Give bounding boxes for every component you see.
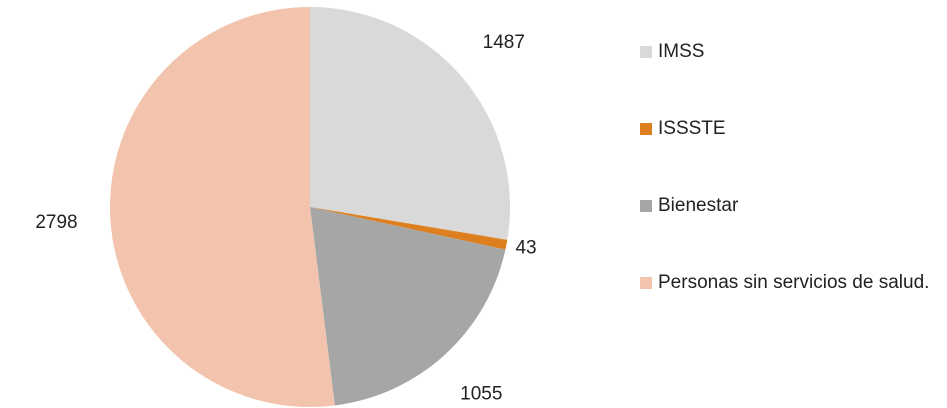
legend-label: Personas sin servicios de salud. bbox=[658, 272, 930, 293]
legend-swatch bbox=[640, 46, 652, 58]
legend: IMSS ISSSTE Bienestar Personas sin servicio… bbox=[640, 38, 940, 346]
legend-item: Personas sin servicios de salud. bbox=[640, 269, 940, 346]
pie-slice bbox=[310, 7, 510, 240]
legend-label: IMSS bbox=[658, 41, 705, 62]
data-label: 43 bbox=[515, 238, 536, 259]
legend-item: IMSS bbox=[640, 38, 940, 115]
data-label: 2798 bbox=[35, 212, 77, 233]
data-label: 1055 bbox=[460, 384, 502, 405]
pie-slice bbox=[109, 7, 335, 407]
legend-label: Bienestar bbox=[658, 195, 739, 216]
data-label: 1487 bbox=[483, 32, 525, 53]
pie-slice bbox=[310, 207, 508, 250]
legend-swatch bbox=[640, 123, 652, 135]
legend-item: Bienestar bbox=[640, 192, 940, 269]
legend-swatch bbox=[640, 277, 652, 289]
legend-swatch bbox=[640, 200, 652, 212]
pie-slice bbox=[310, 207, 506, 406]
legend-label: ISSSTE bbox=[658, 118, 726, 139]
legend-item: ISSSTE bbox=[640, 115, 940, 192]
